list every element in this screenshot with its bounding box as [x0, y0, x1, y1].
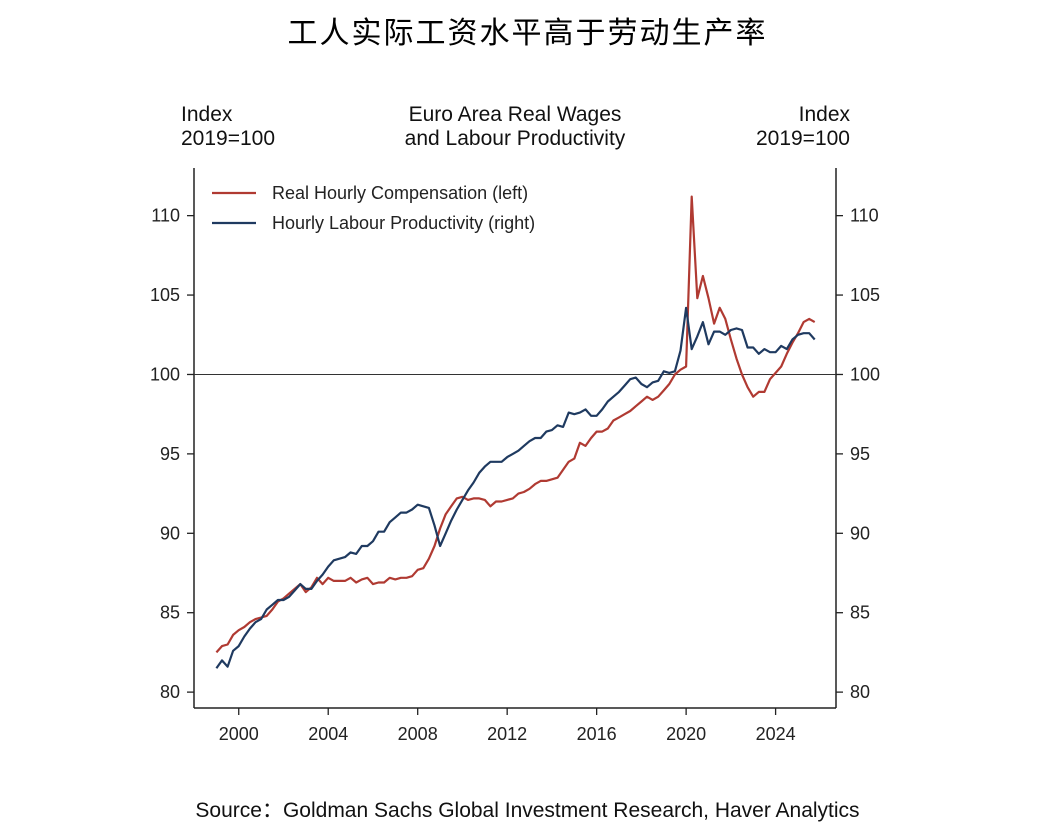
source-note: Source：Goldman Sachs Global Investment R…	[195, 799, 860, 822]
x-tick-label: 2000	[219, 724, 259, 744]
x-tick-label: 2004	[308, 724, 348, 744]
left-y-tick-label: 95	[160, 444, 180, 464]
chart-title: Euro Area Real Wages and Labour Producti…	[330, 103, 700, 151]
right-axis-label-line-2: 2019=100	[755, 127, 850, 150]
right-axis-label-line-1: Index	[798, 103, 850, 126]
x-tick-label: 2024	[756, 724, 796, 744]
chart-title-line-2: and Labour Productivity	[404, 127, 626, 150]
x-tick-label: 2012	[487, 724, 527, 744]
right-y-tick-label: 105	[850, 285, 880, 305]
right-y-tick-label: 90	[850, 523, 870, 543]
left-y-tick-label: 110	[151, 206, 180, 226]
left-axis-label-line-1: Index	[181, 103, 233, 126]
series-group	[215, 195, 816, 669]
left-axis-label: Index 2019=100	[181, 103, 275, 151]
chart-axes: 80 80 85 85 90 90 95 95 100 100 105 105 110 110 2000 20…	[150, 168, 880, 744]
real-hourly-compensation-line	[215, 195, 816, 654]
right-y-tick-label: 95	[850, 444, 870, 464]
right-y-tick-label: 100	[850, 364, 880, 384]
right-y-tick-label: 85	[850, 603, 870, 623]
page-title: 工人实际工资水平高于劳动生产率	[287, 16, 768, 51]
hourly-labour-productivity-line	[215, 306, 816, 669]
chart-legend: Real Hourly Compensation (left) Hourly La…	[212, 183, 535, 233]
right-y-tick-label: 80	[850, 682, 870, 702]
left-y-tick-label: 100	[150, 364, 180, 384]
right-y-tick-label: 110	[850, 206, 879, 226]
left-axis-label-line-2: 2019=100	[181, 127, 276, 150]
legend-label: Hourly Labour Productivity (right)	[272, 213, 535, 233]
left-y-tick-label: 105	[150, 285, 180, 305]
legend-label: Real Hourly Compensation (left)	[272, 183, 528, 203]
x-tick-label: 2020	[666, 724, 706, 744]
left-y-tick-label: 85	[160, 603, 180, 623]
left-y-tick-label: 90	[160, 523, 180, 543]
x-tick-label: 2016	[577, 724, 617, 744]
chart-title-line-1: Euro Area Real Wages	[408, 103, 622, 126]
x-tick-label: 2008	[398, 724, 438, 744]
right-axis-label: Index 2019=100	[700, 103, 850, 151]
left-y-tick-label: 80	[160, 682, 180, 702]
